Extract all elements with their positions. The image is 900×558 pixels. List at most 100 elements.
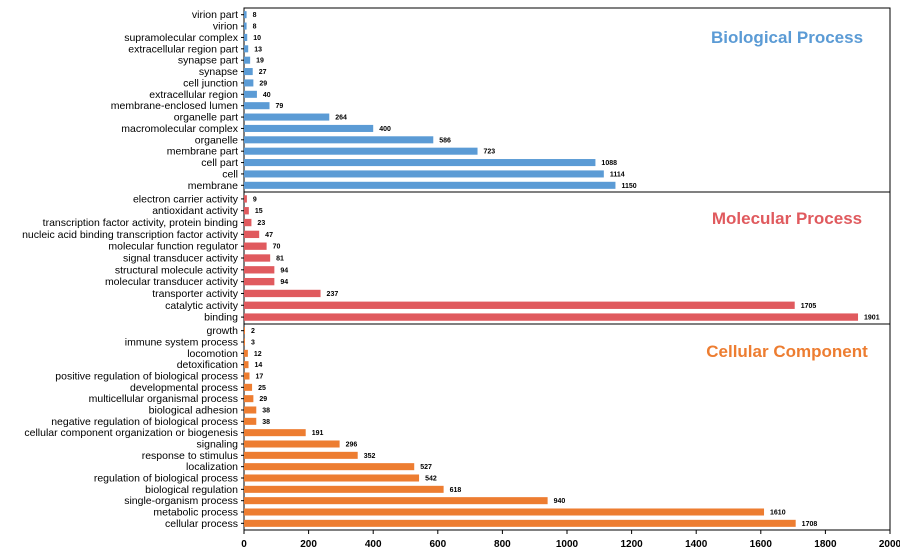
- panel-title: Cellular Component: [706, 342, 868, 361]
- value-label: 13: [254, 46, 262, 53]
- value-label: 1705: [801, 303, 817, 310]
- category-label: transporter activity: [152, 288, 239, 300]
- category-label: detoxification: [177, 359, 238, 371]
- category-label: membrane-enclosed lumen: [111, 100, 238, 112]
- bar: [244, 451, 358, 459]
- value-label: 2: [251, 328, 255, 335]
- bar: [244, 440, 340, 448]
- x-axis: 0 200 400 600 800 1000 1200 1400 1600 1800 2000: [241, 530, 900, 550]
- bar: [244, 313, 859, 321]
- category-label: binding: [204, 312, 238, 324]
- bar: [244, 406, 257, 414]
- value-label: 3: [251, 340, 255, 347]
- value-label: 17: [255, 374, 263, 381]
- x-tick-label: 1000: [556, 539, 579, 550]
- bar: [244, 519, 796, 527]
- category-label: regulation of biological process: [94, 473, 238, 485]
- bar: [244, 242, 267, 250]
- category-label: virion: [213, 21, 238, 33]
- value-label: 15: [255, 208, 263, 215]
- value-label: 527: [420, 464, 432, 471]
- value-label: 296: [346, 442, 358, 449]
- category-label: transcription factor activity, protein b…: [43, 217, 238, 229]
- category-label: molecular function regulator: [108, 241, 238, 253]
- bar: [244, 136, 434, 144]
- bar: [244, 383, 253, 391]
- panel-molecular-process: electron carrier activity 9 antioxidant ac…: [22, 191, 891, 325]
- value-label: 29: [259, 396, 267, 403]
- value-label: 14: [255, 362, 263, 369]
- bar: [244, 372, 250, 380]
- x-tick-label: 200: [300, 539, 317, 550]
- value-label: 8: [253, 12, 257, 19]
- category-label: electron carrier activity: [133, 193, 239, 205]
- bar: [244, 349, 248, 357]
- bar: [244, 395, 254, 403]
- value-label: 1708: [802, 521, 818, 528]
- bar: [244, 361, 249, 369]
- value-label: 400: [379, 126, 391, 133]
- category-label: extracellular region part: [128, 43, 238, 55]
- bar: [244, 79, 254, 87]
- value-label: 9: [253, 196, 257, 203]
- bar: [244, 301, 795, 309]
- bar: [244, 33, 248, 41]
- category-label: positive regulation of biological proces…: [55, 371, 238, 383]
- x-tick-label: 400: [365, 539, 382, 550]
- panel-title: Biological Process: [711, 28, 863, 47]
- bar: [244, 497, 548, 505]
- category-label: organelle part: [174, 112, 238, 124]
- value-label: 1901: [864, 315, 880, 322]
- x-tick-label: 1400: [685, 539, 708, 550]
- value-label: 27: [259, 69, 267, 76]
- category-label: cell: [222, 168, 238, 180]
- value-label: 70: [273, 244, 281, 251]
- bar: [244, 170, 604, 178]
- category-label: signaling: [197, 439, 239, 451]
- bar: [244, 277, 275, 286]
- category-label: membrane part: [167, 146, 238, 158]
- value-label: 264: [335, 115, 347, 122]
- category-label: single-organism process: [124, 495, 238, 507]
- value-label: 23: [257, 220, 265, 227]
- category-label: cellular process: [165, 518, 238, 530]
- category-label: localization: [186, 461, 238, 473]
- bar: [244, 11, 247, 19]
- bar: [244, 124, 374, 132]
- category-label: structural molecule activity: [115, 264, 239, 276]
- category-label: immune system process: [125, 337, 238, 349]
- x-tick-label: 600: [429, 539, 446, 550]
- value-label: 542: [425, 476, 437, 483]
- category-label: negative regulation of biological proces…: [51, 416, 238, 428]
- value-label: 586: [439, 137, 451, 144]
- category-label: locomotion: [187, 348, 238, 360]
- bar: [244, 429, 306, 437]
- category-label: cell part: [201, 157, 238, 169]
- value-label: 81: [276, 256, 284, 263]
- bar: [244, 45, 249, 53]
- value-label: 19: [256, 58, 264, 65]
- value-label: 723: [484, 149, 496, 156]
- bar: [244, 102, 270, 110]
- value-label: 25: [258, 385, 266, 392]
- value-label: 79: [276, 103, 284, 110]
- bar: [244, 90, 257, 98]
- bar: [244, 327, 245, 335]
- value-label: 29: [259, 80, 267, 87]
- bar: [244, 508, 765, 516]
- category-label: catalytic activity: [165, 300, 239, 312]
- bar: [244, 181, 616, 189]
- bar: [244, 56, 251, 64]
- x-tick-label: 2000: [879, 539, 900, 550]
- x-tick-label: 1200: [620, 539, 643, 550]
- category-label: organelle: [195, 134, 238, 146]
- category-label: molecular transducer activity: [105, 276, 239, 288]
- bar: [244, 417, 257, 425]
- category-label: synapse: [199, 66, 238, 78]
- category-label: nucleic acid binding transcription facto…: [22, 229, 239, 241]
- value-label: 12: [254, 351, 262, 358]
- bar: [244, 230, 260, 239]
- category-label: synapse part: [178, 55, 238, 67]
- bar: [244, 485, 444, 493]
